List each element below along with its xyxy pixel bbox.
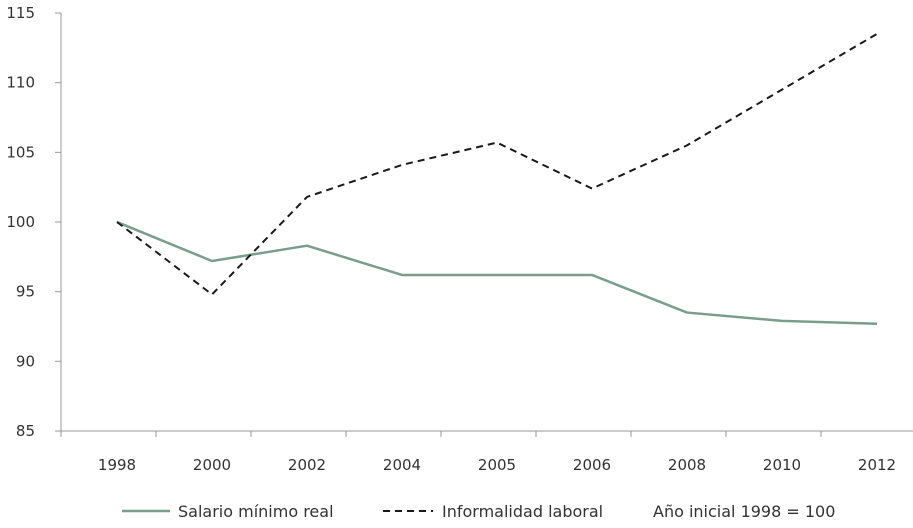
x-tick-label: 2006 xyxy=(573,456,611,474)
legend: Salario mínimo real Informalidad laboral… xyxy=(122,502,835,521)
y-tick-label: 95 xyxy=(16,283,35,301)
x-tick-label: 2012 xyxy=(858,456,896,474)
x-ticks: 1998 2000 2002 2004 2005 2006 2008 2010 2012 xyxy=(60,431,896,474)
x-tick-label: 2005 xyxy=(478,456,516,474)
legend-label-informalidad: Informalidad laboral xyxy=(442,502,603,521)
y-tick-label: 85 xyxy=(16,422,35,440)
y-tick-label: 110 xyxy=(6,74,35,92)
legend-label-salario: Salario mínimo real xyxy=(178,502,334,521)
x-tick-label: 2008 xyxy=(668,456,706,474)
axes xyxy=(60,13,913,432)
y-tick-label: 100 xyxy=(6,213,35,231)
y-tick-label: 105 xyxy=(6,143,35,161)
series-layer xyxy=(116,33,878,325)
x-tick-label: 2000 xyxy=(193,456,231,474)
y-tick-label: 115 xyxy=(6,4,35,22)
legend-note: Año inicial 1998 = 100 xyxy=(653,502,835,521)
series-line-salario-minimo xyxy=(116,220,878,325)
x-tick-label: 2010 xyxy=(763,456,801,474)
y-tick-label: 90 xyxy=(16,352,35,370)
y-ticks: 85 90 95 100 105 110 115 xyxy=(6,4,61,440)
x-tick-label: 1998 xyxy=(98,456,136,474)
x-tick-label: 2002 xyxy=(288,456,326,474)
series-line-informalidad xyxy=(116,33,878,296)
x-tick-label: 2004 xyxy=(383,456,421,474)
